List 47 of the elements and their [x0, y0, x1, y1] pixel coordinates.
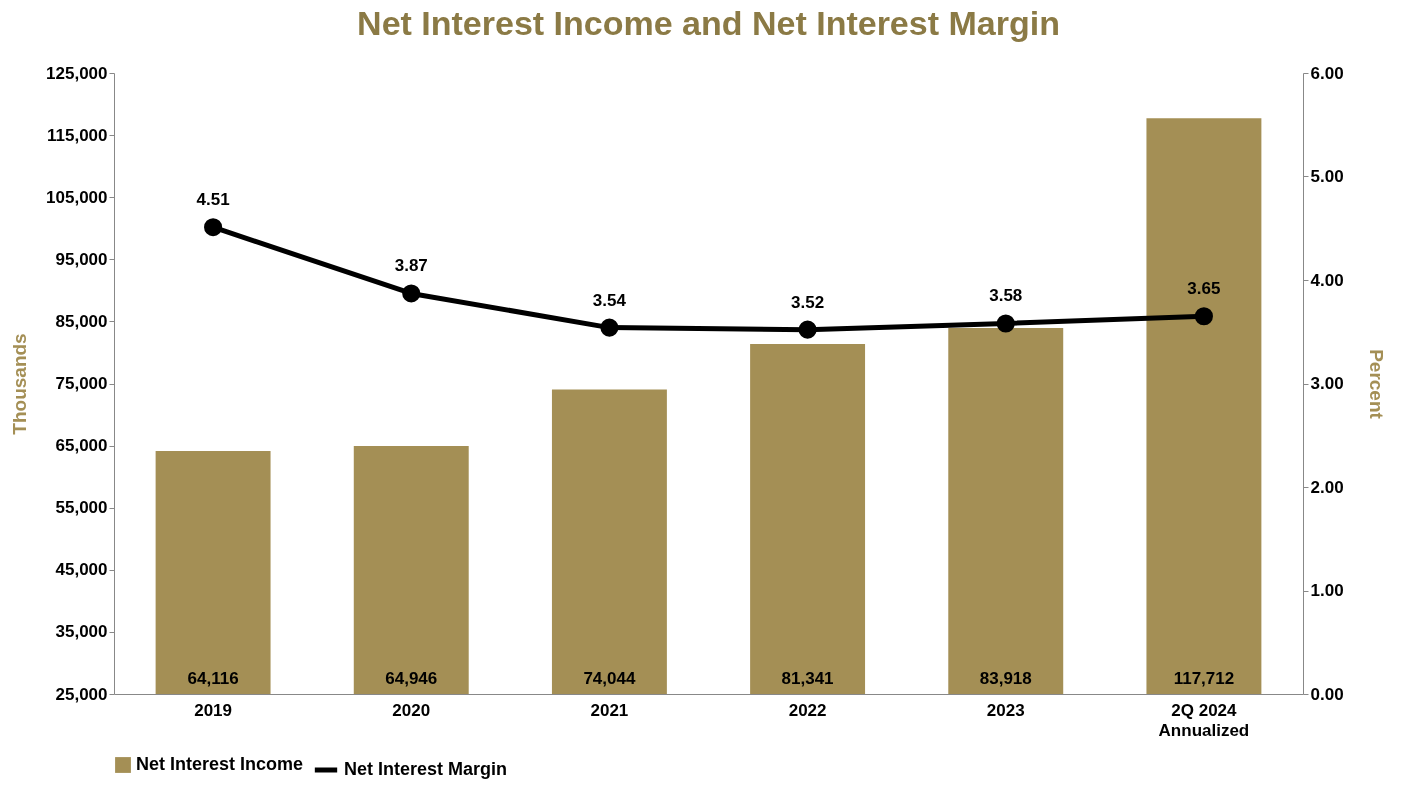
point — [996, 314, 1015, 333]
point — [1194, 307, 1213, 326]
data-label: 83,918 — [979, 669, 1032, 688]
point — [204, 218, 223, 237]
point — [600, 318, 619, 337]
x-tick-label: 2021 — [590, 700, 629, 720]
y-tick-label: 55,000 — [55, 498, 108, 518]
y-tick-label: 75,000 — [55, 374, 108, 393]
data-label: 117,712 — [1173, 669, 1235, 688]
y2-tick-label: 0.00 — [1310, 684, 1344, 704]
y2-tick-label: 5.00 — [1310, 167, 1344, 186]
data-label: 3.87 — [394, 256, 428, 276]
y2-axis-title: Percent — [1365, 349, 1387, 420]
y-tick-label: 45,000 — [55, 560, 108, 580]
y2-tick-label: 4.00 — [1310, 270, 1344, 290]
data-label: 3.54 — [592, 290, 627, 310]
y2-tick-label: 1.00 — [1310, 581, 1344, 600]
x-tick-label: 2019 — [194, 700, 232, 720]
data-label: 74,044 — [583, 669, 636, 688]
x-tick-label: 2Q 2024 Annualized — [1158, 700, 1250, 740]
legend-label: Net Interest Income — [136, 754, 304, 774]
y-tick-label: 85,000 — [55, 311, 108, 331]
y-axis-title: Thousands — [9, 333, 31, 435]
data-label: 3.65 — [1187, 279, 1221, 299]
legend-label: Net Interest Margin — [344, 759, 508, 779]
y2-tick-label: 3.00 — [1310, 374, 1344, 393]
data-label: 64,116 — [187, 669, 239, 688]
y-tick-label: 35,000 — [55, 622, 108, 642]
y-tick-label: 25,000 — [55, 684, 108, 704]
x-tick-label: 2020 — [392, 700, 431, 720]
y-tick-label: 105,000 — [46, 187, 108, 207]
data-label: 3.58 — [989, 286, 1023, 306]
data-label: 3.52 — [791, 292, 825, 312]
y-tick-label: 95,000 — [55, 249, 108, 269]
data-label: 81,341 — [781, 669, 834, 688]
y2-tick-label: 2.00 — [1310, 477, 1344, 497]
y-tick-label: 115,000 — [46, 125, 108, 145]
data-label: 4.51 — [196, 190, 230, 210]
x-tick-label: 2022 — [788, 700, 827, 720]
chart-title: Net Interest Income and Net Interest Margin — [357, 4, 1060, 42]
y2-tick-label: 6.00 — [1310, 63, 1344, 83]
y-tick-label: 65,000 — [55, 436, 108, 456]
y-tick-label: 125,000 — [46, 63, 108, 83]
point — [402, 284, 421, 303]
data-label: 64,946 — [385, 669, 438, 688]
point — [798, 320, 817, 339]
x-tick-label: 2023 — [986, 700, 1025, 720]
